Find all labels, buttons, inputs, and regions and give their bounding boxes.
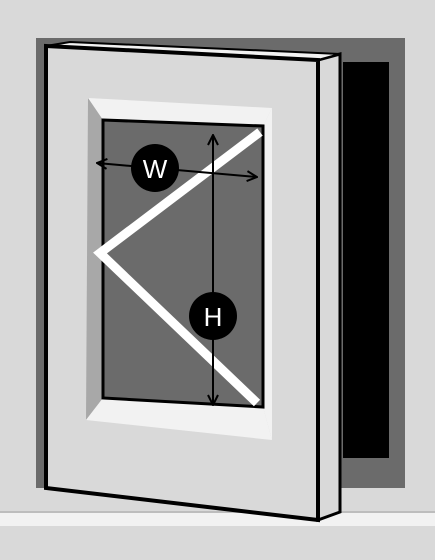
height-badge-circle-icon bbox=[189, 292, 237, 340]
height-label: H bbox=[204, 302, 223, 332]
dark-opening bbox=[343, 62, 389, 458]
sash-bevel-right bbox=[263, 108, 272, 440]
width-label: W bbox=[143, 154, 168, 184]
height-badge: H bbox=[189, 292, 237, 340]
sash-bevel-top bbox=[88, 98, 272, 126]
window-sill-front bbox=[0, 512, 435, 526]
glass-pane bbox=[101, 118, 265, 409]
width-badge-circle-icon bbox=[131, 144, 179, 192]
sash-side-depth bbox=[316, 52, 342, 523]
width-badge: W bbox=[131, 144, 179, 192]
sash-bevel-bottom bbox=[86, 398, 272, 440]
